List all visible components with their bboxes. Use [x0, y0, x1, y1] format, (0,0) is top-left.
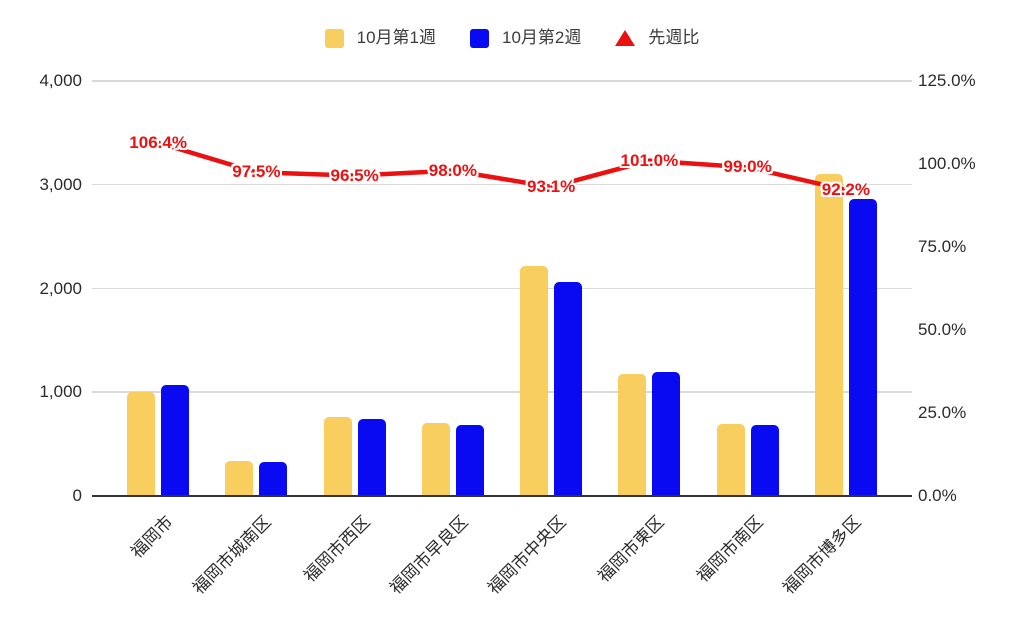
bar-week2	[554, 281, 583, 496]
legend-label-week2: 10月第2週	[502, 28, 582, 47]
left-axis-tick-label: 3,000	[39, 174, 82, 194]
bar-week2	[259, 461, 288, 496]
bar-week2	[652, 372, 681, 496]
bar-week1	[323, 416, 352, 496]
ratio-point-label: 96.5%	[330, 165, 379, 185]
ratio-point-label: 92.2%	[821, 179, 870, 199]
bar-week2	[848, 199, 877, 496]
gridline	[92, 183, 912, 186]
right-axis-tick-label: 50.0%	[918, 320, 967, 339]
right-axis-tick-label: 0.0%	[918, 486, 957, 505]
bar-week2	[161, 385, 190, 496]
ratio-point-label: 99.0%	[723, 157, 772, 177]
ratio-point-label: 93.1%	[527, 176, 576, 196]
ratio-polyline	[155, 140, 849, 193]
ratio-point-label: 101.0%	[620, 150, 679, 170]
ratio-triangle-icon	[615, 30, 636, 46]
bar-week1	[127, 391, 156, 496]
gridline	[92, 287, 912, 289]
legend-item-week1: 10月第1週	[324, 28, 436, 48]
gridline	[92, 80, 912, 82]
legend-label-ratio: 先週比	[648, 28, 700, 47]
legend-item-week2: 10月第2週	[470, 28, 581, 48]
ratio-point-label: 106.4%	[129, 132, 187, 152]
right-axis-tick-label: 125.0%	[918, 71, 976, 90]
bar-week1	[716, 424, 745, 496]
gridline	[92, 391, 912, 393]
left-axis-tick-label: 4,000	[39, 71, 82, 90]
legend-item-ratio: 先週比	[615, 28, 699, 48]
chart-legend: 10月第1週 10月第2週 先週比	[0, 28, 1024, 48]
week2-swatch-icon	[470, 28, 489, 48]
legend-label-week1: 10月第1週	[356, 28, 436, 47]
bar-week1	[520, 265, 549, 496]
bar-week1	[421, 423, 450, 496]
ratio-point-label: 97.5%	[232, 162, 281, 182]
bar-week2	[455, 424, 484, 496]
ratio-point-label: 98.0%	[428, 160, 477, 180]
left-axis-tick-label: 1,000	[39, 382, 82, 402]
right-axis-tick-label: 75.0%	[918, 237, 967, 256]
left-axis-tick-label: 2,000	[39, 278, 82, 298]
right-axis-tick-label: 25.0%	[918, 403, 967, 422]
bar-week1	[225, 460, 254, 496]
bar-week2	[750, 425, 779, 496]
bar-week1	[814, 174, 843, 496]
bar-week2	[357, 419, 386, 496]
x-axis-baseline	[92, 495, 912, 497]
right-axis-tick-label: 100.0%	[918, 154, 976, 173]
left-axis-tick-label: 0	[72, 486, 82, 505]
bar-week1	[618, 373, 647, 496]
week1-swatch-icon	[324, 28, 344, 48]
